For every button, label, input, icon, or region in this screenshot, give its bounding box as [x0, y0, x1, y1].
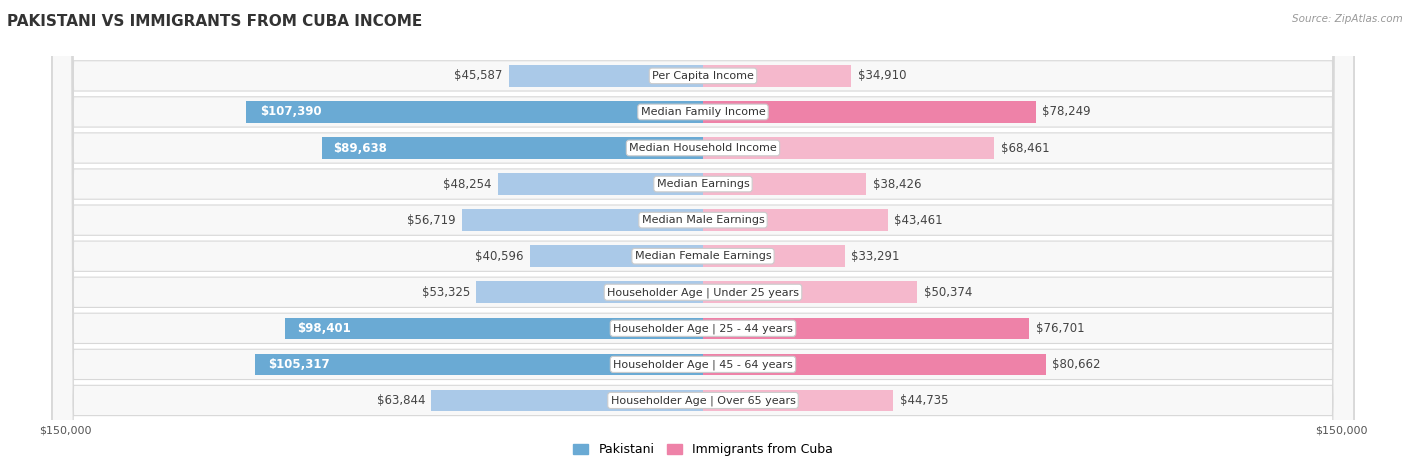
Text: $63,844: $63,844 [377, 394, 425, 407]
Bar [509, 65, 703, 87]
Text: $40,596: $40,596 [475, 250, 524, 263]
Bar [703, 282, 917, 303]
Text: Source: ZipAtlas.com: Source: ZipAtlas.com [1292, 14, 1403, 24]
FancyBboxPatch shape [52, 0, 1354, 467]
Bar [284, 318, 703, 339]
Bar [432, 389, 703, 411]
Text: Median Family Income: Median Family Income [641, 107, 765, 117]
Text: $89,638: $89,638 [333, 142, 387, 155]
Bar [461, 209, 703, 231]
Text: Householder Age | 45 - 64 years: Householder Age | 45 - 64 years [613, 359, 793, 370]
Text: Householder Age | Under 25 years: Householder Age | Under 25 years [607, 287, 799, 297]
Text: Median Male Earnings: Median Male Earnings [641, 215, 765, 225]
Text: Per Capita Income: Per Capita Income [652, 71, 754, 81]
Text: Median Female Earnings: Median Female Earnings [634, 251, 772, 261]
Text: PAKISTANI VS IMMIGRANTS FROM CUBA INCOME: PAKISTANI VS IMMIGRANTS FROM CUBA INCOME [7, 14, 422, 29]
Bar [703, 318, 1029, 339]
Text: Householder Age | Over 65 years: Householder Age | Over 65 years [610, 395, 796, 406]
Text: $68,461: $68,461 [1001, 142, 1049, 155]
Bar [703, 173, 866, 195]
Bar [703, 354, 1046, 375]
Bar [703, 65, 852, 87]
Text: $80,662: $80,662 [1053, 358, 1101, 371]
Text: Median Household Income: Median Household Income [628, 143, 778, 153]
FancyBboxPatch shape [52, 0, 1354, 467]
FancyBboxPatch shape [52, 0, 1354, 467]
Bar [498, 173, 703, 195]
Text: $53,325: $53,325 [422, 286, 470, 299]
Text: $38,426: $38,426 [873, 177, 921, 191]
Text: $33,291: $33,291 [851, 250, 900, 263]
Text: $98,401: $98,401 [297, 322, 352, 335]
Text: Median Earnings: Median Earnings [657, 179, 749, 189]
FancyBboxPatch shape [52, 0, 1354, 467]
Text: $50,374: $50,374 [924, 286, 972, 299]
Legend: Pakistani, Immigrants from Cuba: Pakistani, Immigrants from Cuba [568, 439, 838, 461]
Text: $45,587: $45,587 [454, 70, 503, 82]
Text: $107,390: $107,390 [260, 106, 322, 119]
FancyBboxPatch shape [52, 0, 1354, 467]
Bar [703, 245, 845, 267]
Text: $78,249: $78,249 [1042, 106, 1091, 119]
FancyBboxPatch shape [52, 0, 1354, 467]
Bar [703, 101, 1036, 123]
Bar [703, 389, 893, 411]
Bar [322, 137, 703, 159]
Text: $105,317: $105,317 [269, 358, 330, 371]
Text: $48,254: $48,254 [443, 177, 492, 191]
Bar [477, 282, 703, 303]
Text: $76,701: $76,701 [1036, 322, 1084, 335]
Bar [246, 101, 703, 123]
FancyBboxPatch shape [52, 0, 1354, 467]
Text: $43,461: $43,461 [894, 213, 943, 226]
Bar [703, 137, 994, 159]
FancyBboxPatch shape [52, 0, 1354, 467]
Bar [703, 209, 887, 231]
Text: $34,910: $34,910 [858, 70, 907, 82]
Text: Householder Age | 25 - 44 years: Householder Age | 25 - 44 years [613, 323, 793, 333]
Text: $56,719: $56,719 [406, 213, 456, 226]
FancyBboxPatch shape [52, 0, 1354, 467]
FancyBboxPatch shape [52, 0, 1354, 467]
Bar [530, 245, 703, 267]
Text: $44,735: $44,735 [900, 394, 948, 407]
Bar [254, 354, 703, 375]
